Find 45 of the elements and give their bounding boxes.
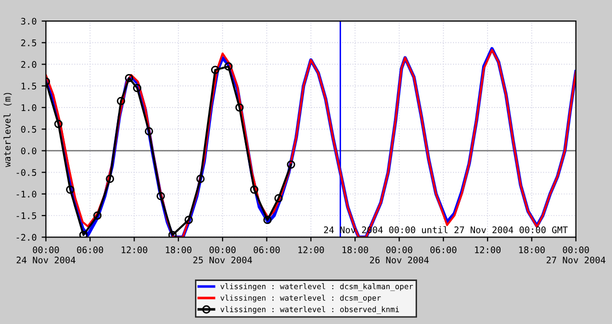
y-tick-label: -0.5 bbox=[16, 169, 36, 176]
point bbox=[286, 160, 296, 169]
point bbox=[224, 62, 233, 71]
point bbox=[144, 127, 154, 136]
x-tick-label: 06:00 bbox=[77, 246, 104, 254]
x-tick-label: 18:00 bbox=[342, 246, 368, 254]
x-tick-label: 18:00 bbox=[166, 246, 192, 254]
x-tick-label: 06:00 bbox=[430, 246, 456, 254]
point bbox=[263, 216, 272, 224]
x-tick-label: 00:00 24 Nov 2004 bbox=[16, 246, 76, 264]
x-tick-label: 06:00 bbox=[254, 246, 280, 254]
y-tick-label: 1.0 bbox=[22, 104, 36, 112]
point bbox=[133, 84, 142, 92]
point bbox=[124, 74, 134, 82]
point bbox=[79, 230, 88, 238]
x-tick-label: 18:00 bbox=[519, 246, 545, 254]
y-tick-label: 2.5 bbox=[21, 39, 36, 46]
x-tick-label: 00:00 27 Nov 2004 bbox=[546, 246, 606, 264]
x-tick-label: 12:00 bbox=[122, 246, 148, 254]
point bbox=[93, 211, 102, 220]
point bbox=[168, 230, 177, 238]
y-tick-label: -1.0 bbox=[16, 190, 36, 198]
x-tick-label: 00:00 26 Nov 2004 bbox=[370, 246, 429, 264]
point bbox=[184, 216, 193, 224]
point bbox=[196, 174, 205, 183]
point bbox=[274, 194, 283, 202]
point bbox=[106, 174, 114, 183]
x-tick-label: 00:00 25 Nov 2004 bbox=[193, 246, 252, 264]
y-tick-label: 2.0 bbox=[21, 61, 36, 68]
y-tick-label: 1.5 bbox=[22, 82, 36, 90]
point bbox=[116, 96, 126, 106]
x-tick-label: 12:00 bbox=[298, 246, 324, 254]
point bbox=[211, 66, 220, 74]
y-axis-title: waterlevel (m) bbox=[4, 92, 12, 168]
x-tick-label: 12:00 bbox=[475, 246, 501, 254]
point bbox=[250, 185, 258, 194]
y-tick-label: -1.5 bbox=[16, 212, 36, 220]
point bbox=[66, 185, 74, 194]
y-tick-label: 0.0 bbox=[21, 147, 36, 154]
point bbox=[156, 192, 165, 200]
y-tick-label: -2.0 bbox=[16, 234, 36, 241]
y-tick-label: 0.5 bbox=[21, 126, 36, 133]
point bbox=[235, 103, 244, 112]
y-tick-label: 3.0 bbox=[21, 18, 36, 25]
point bbox=[54, 120, 63, 128]
